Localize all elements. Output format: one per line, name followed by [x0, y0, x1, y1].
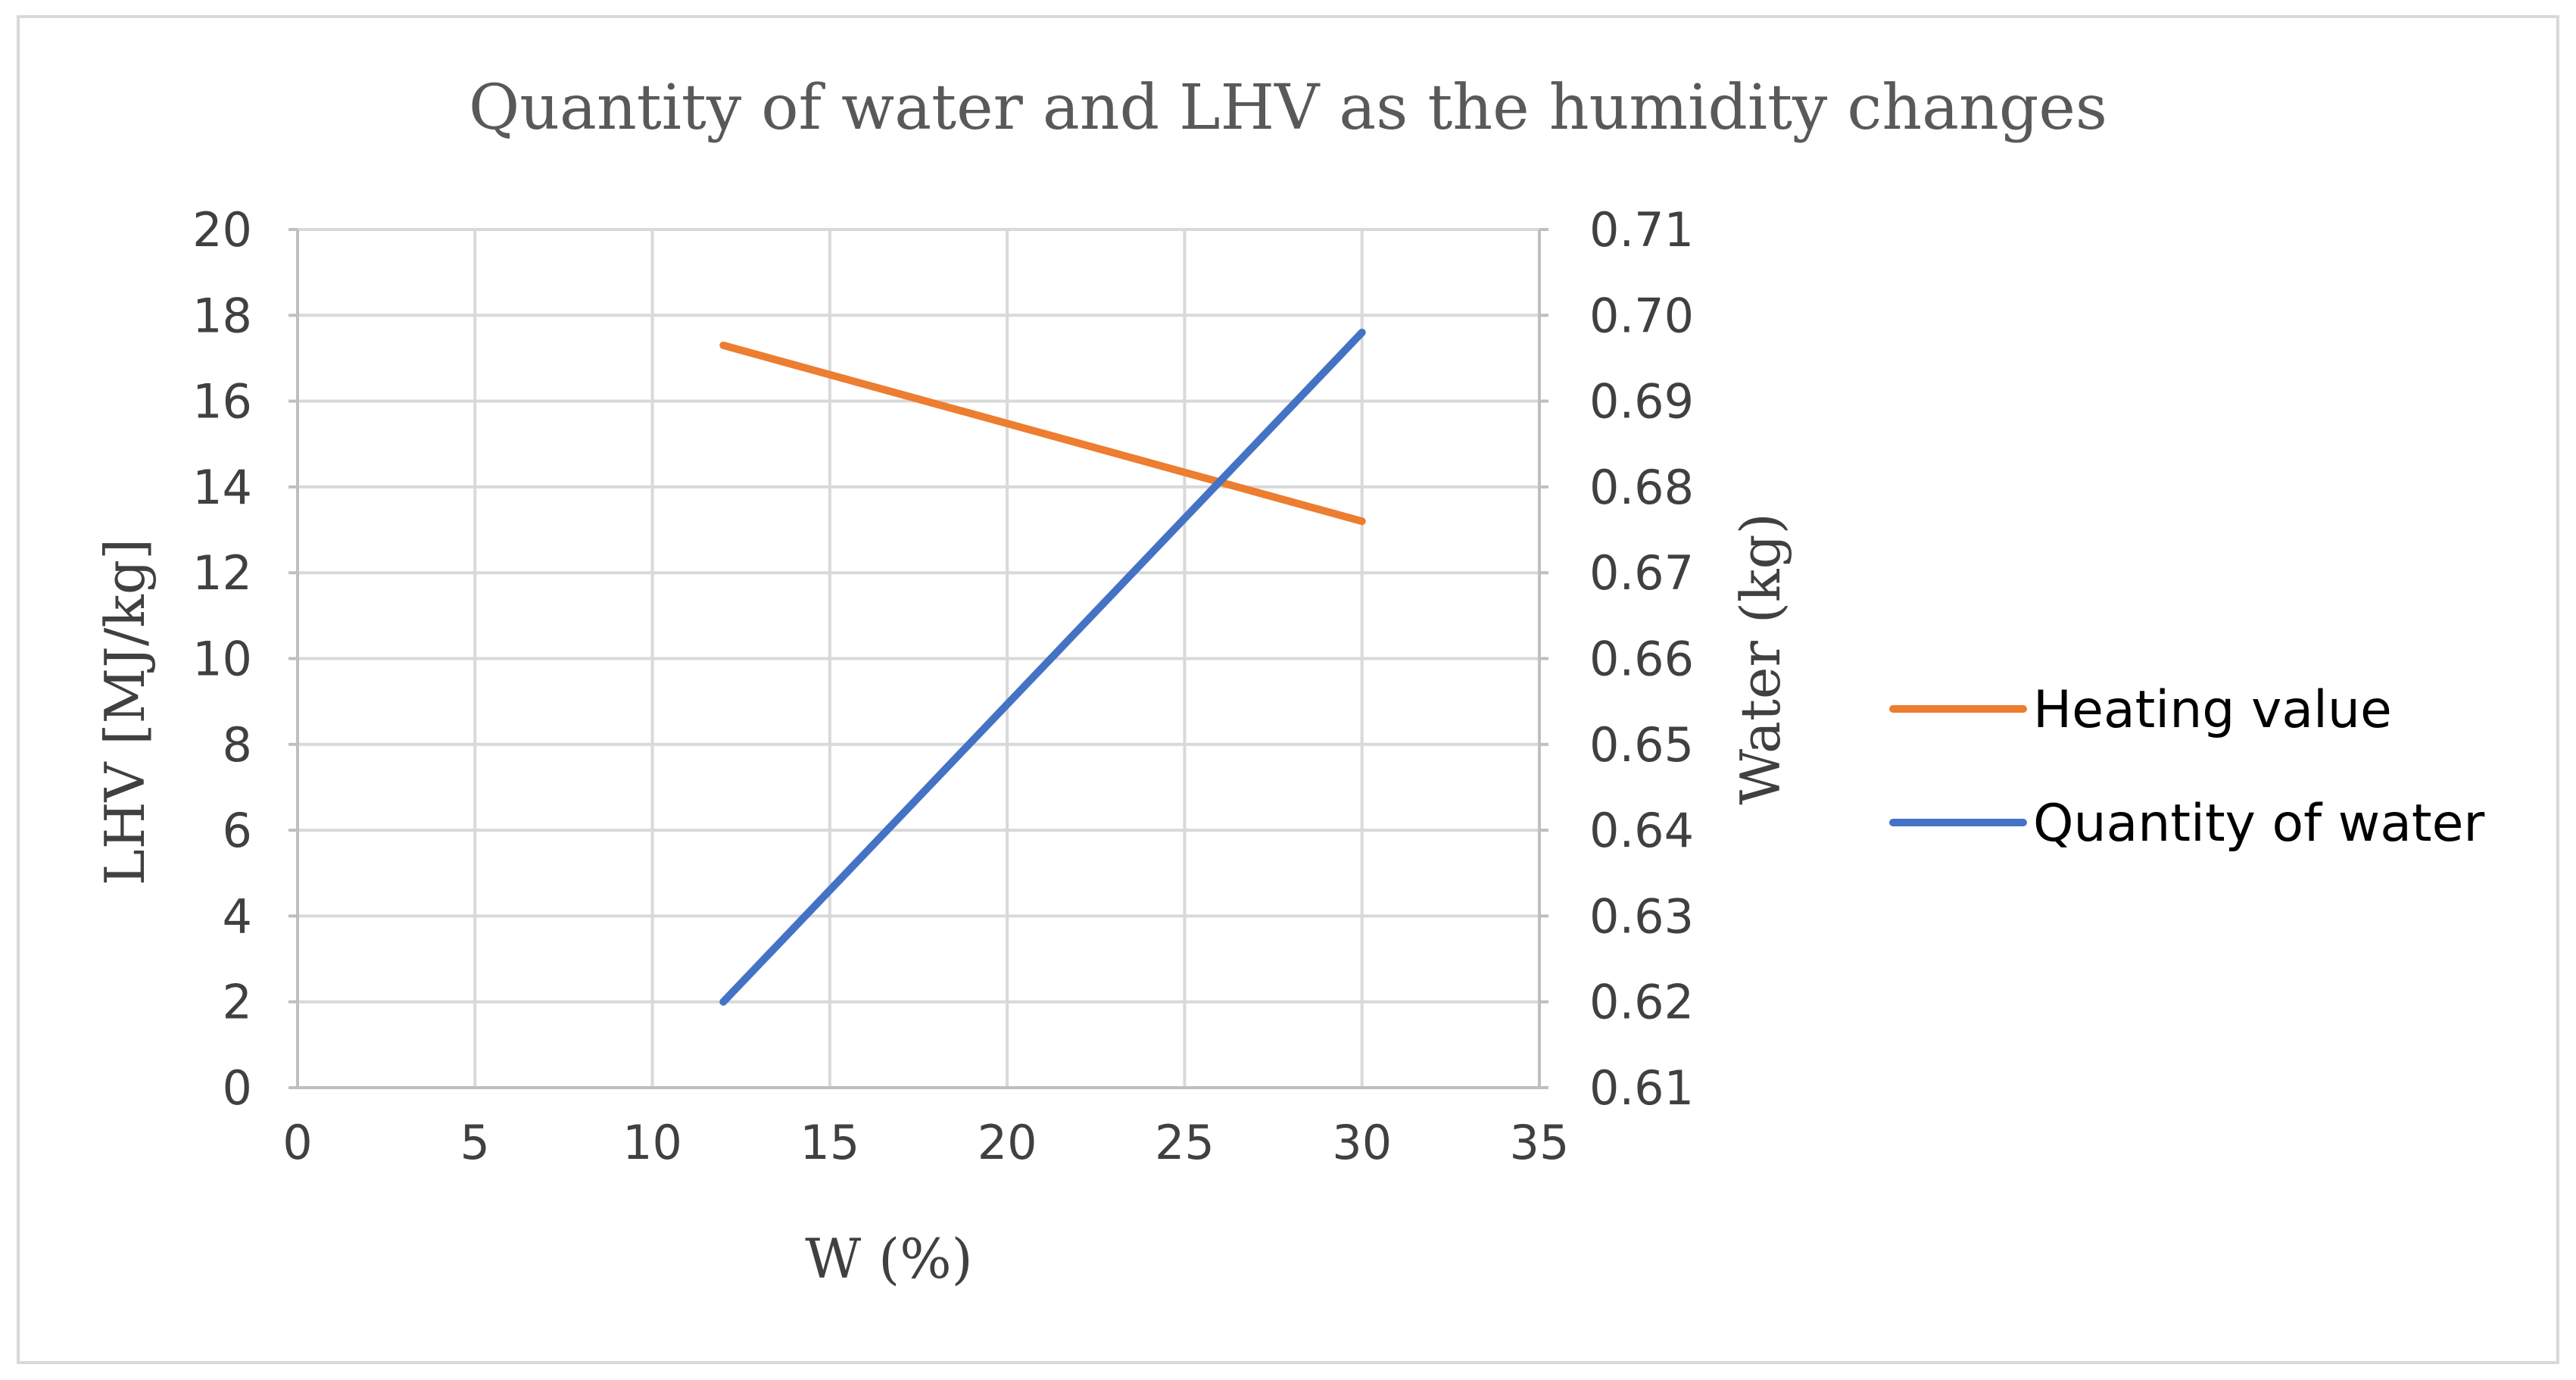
legend: Heating value Quantity of water	[1889, 680, 2484, 854]
y2-tick-label: 0.71	[1589, 202, 1694, 258]
x-tick-label: 25	[1155, 1115, 1215, 1170]
gridlines	[298, 228, 1541, 1088]
y-tick-label: 18	[192, 288, 252, 343]
axes	[288, 228, 1548, 1089]
y2-tick-label: 0.64	[1589, 803, 1694, 858]
y-tick-label: 0	[223, 1060, 252, 1116]
y-tick-label: 10	[192, 632, 252, 687]
x-tick-label: 35	[1510, 1115, 1570, 1170]
x-tick-label: 0	[282, 1115, 312, 1170]
series-lines	[719, 328, 1366, 1006]
data-point-quantity-of-water	[722, 1001, 724, 1003]
y-tick-label: 14	[192, 460, 252, 515]
data-point-quantity-of-water	[1361, 332, 1363, 333]
y2-tick-label: 0.67	[1589, 545, 1694, 601]
y-tick-label: 2	[223, 975, 252, 1030]
y2-tick-label: 0.66	[1589, 632, 1694, 687]
y2-tick-label: 0.63	[1589, 888, 1694, 944]
x-tick-label: 20	[978, 1115, 1037, 1170]
x-tick-label: 30	[1332, 1115, 1392, 1170]
y2-tick-label: 0.65	[1589, 717, 1694, 773]
y-axis-title: LHV [MJ/kg]	[93, 539, 157, 885]
x-tick-label: 5	[460, 1115, 490, 1170]
y2-tick-label: 0.70	[1589, 288, 1694, 343]
y2-tick-label: 0.68	[1589, 460, 1694, 515]
y-tick-label: 16	[192, 374, 252, 429]
x-axis-title: W (%)	[805, 1227, 972, 1291]
x-tick-label: 15	[800, 1115, 859, 1170]
legend-label-heating-value: Heating value	[2033, 680, 2392, 740]
chart-title: Quantity of water and LHV as the humidit…	[469, 72, 2107, 144]
x-tick-label: 10	[622, 1115, 682, 1170]
tick-labels: 0 2 4 6 8 10 12 14 16 18 20 0.61 0.62 0.63 0.64 0.65 0.6…	[192, 202, 1694, 1170]
y2-tick-label: 0.61	[1589, 1060, 1694, 1116]
chart-border	[17, 15, 2559, 1364]
data-point-heating-value	[722, 345, 724, 346]
y2-axis-title: Water (kg)	[1729, 513, 1792, 804]
y-tick-label: 8	[223, 717, 252, 773]
data-point-heating-value	[1361, 520, 1363, 522]
y-tick-label: 20	[192, 202, 252, 258]
y2-tick-label: 0.62	[1589, 975, 1694, 1030]
y-tick-label: 4	[223, 888, 252, 944]
y2-tick-label: 0.69	[1589, 374, 1694, 429]
series-line-heating-value	[719, 341, 1366, 526]
legend-label-quantity-of-water: Quantity of water	[2033, 794, 2484, 854]
y-tick-label: 6	[223, 803, 252, 858]
y-tick-label: 12	[192, 545, 252, 601]
series-line-quantity-of-water	[719, 328, 1366, 1006]
